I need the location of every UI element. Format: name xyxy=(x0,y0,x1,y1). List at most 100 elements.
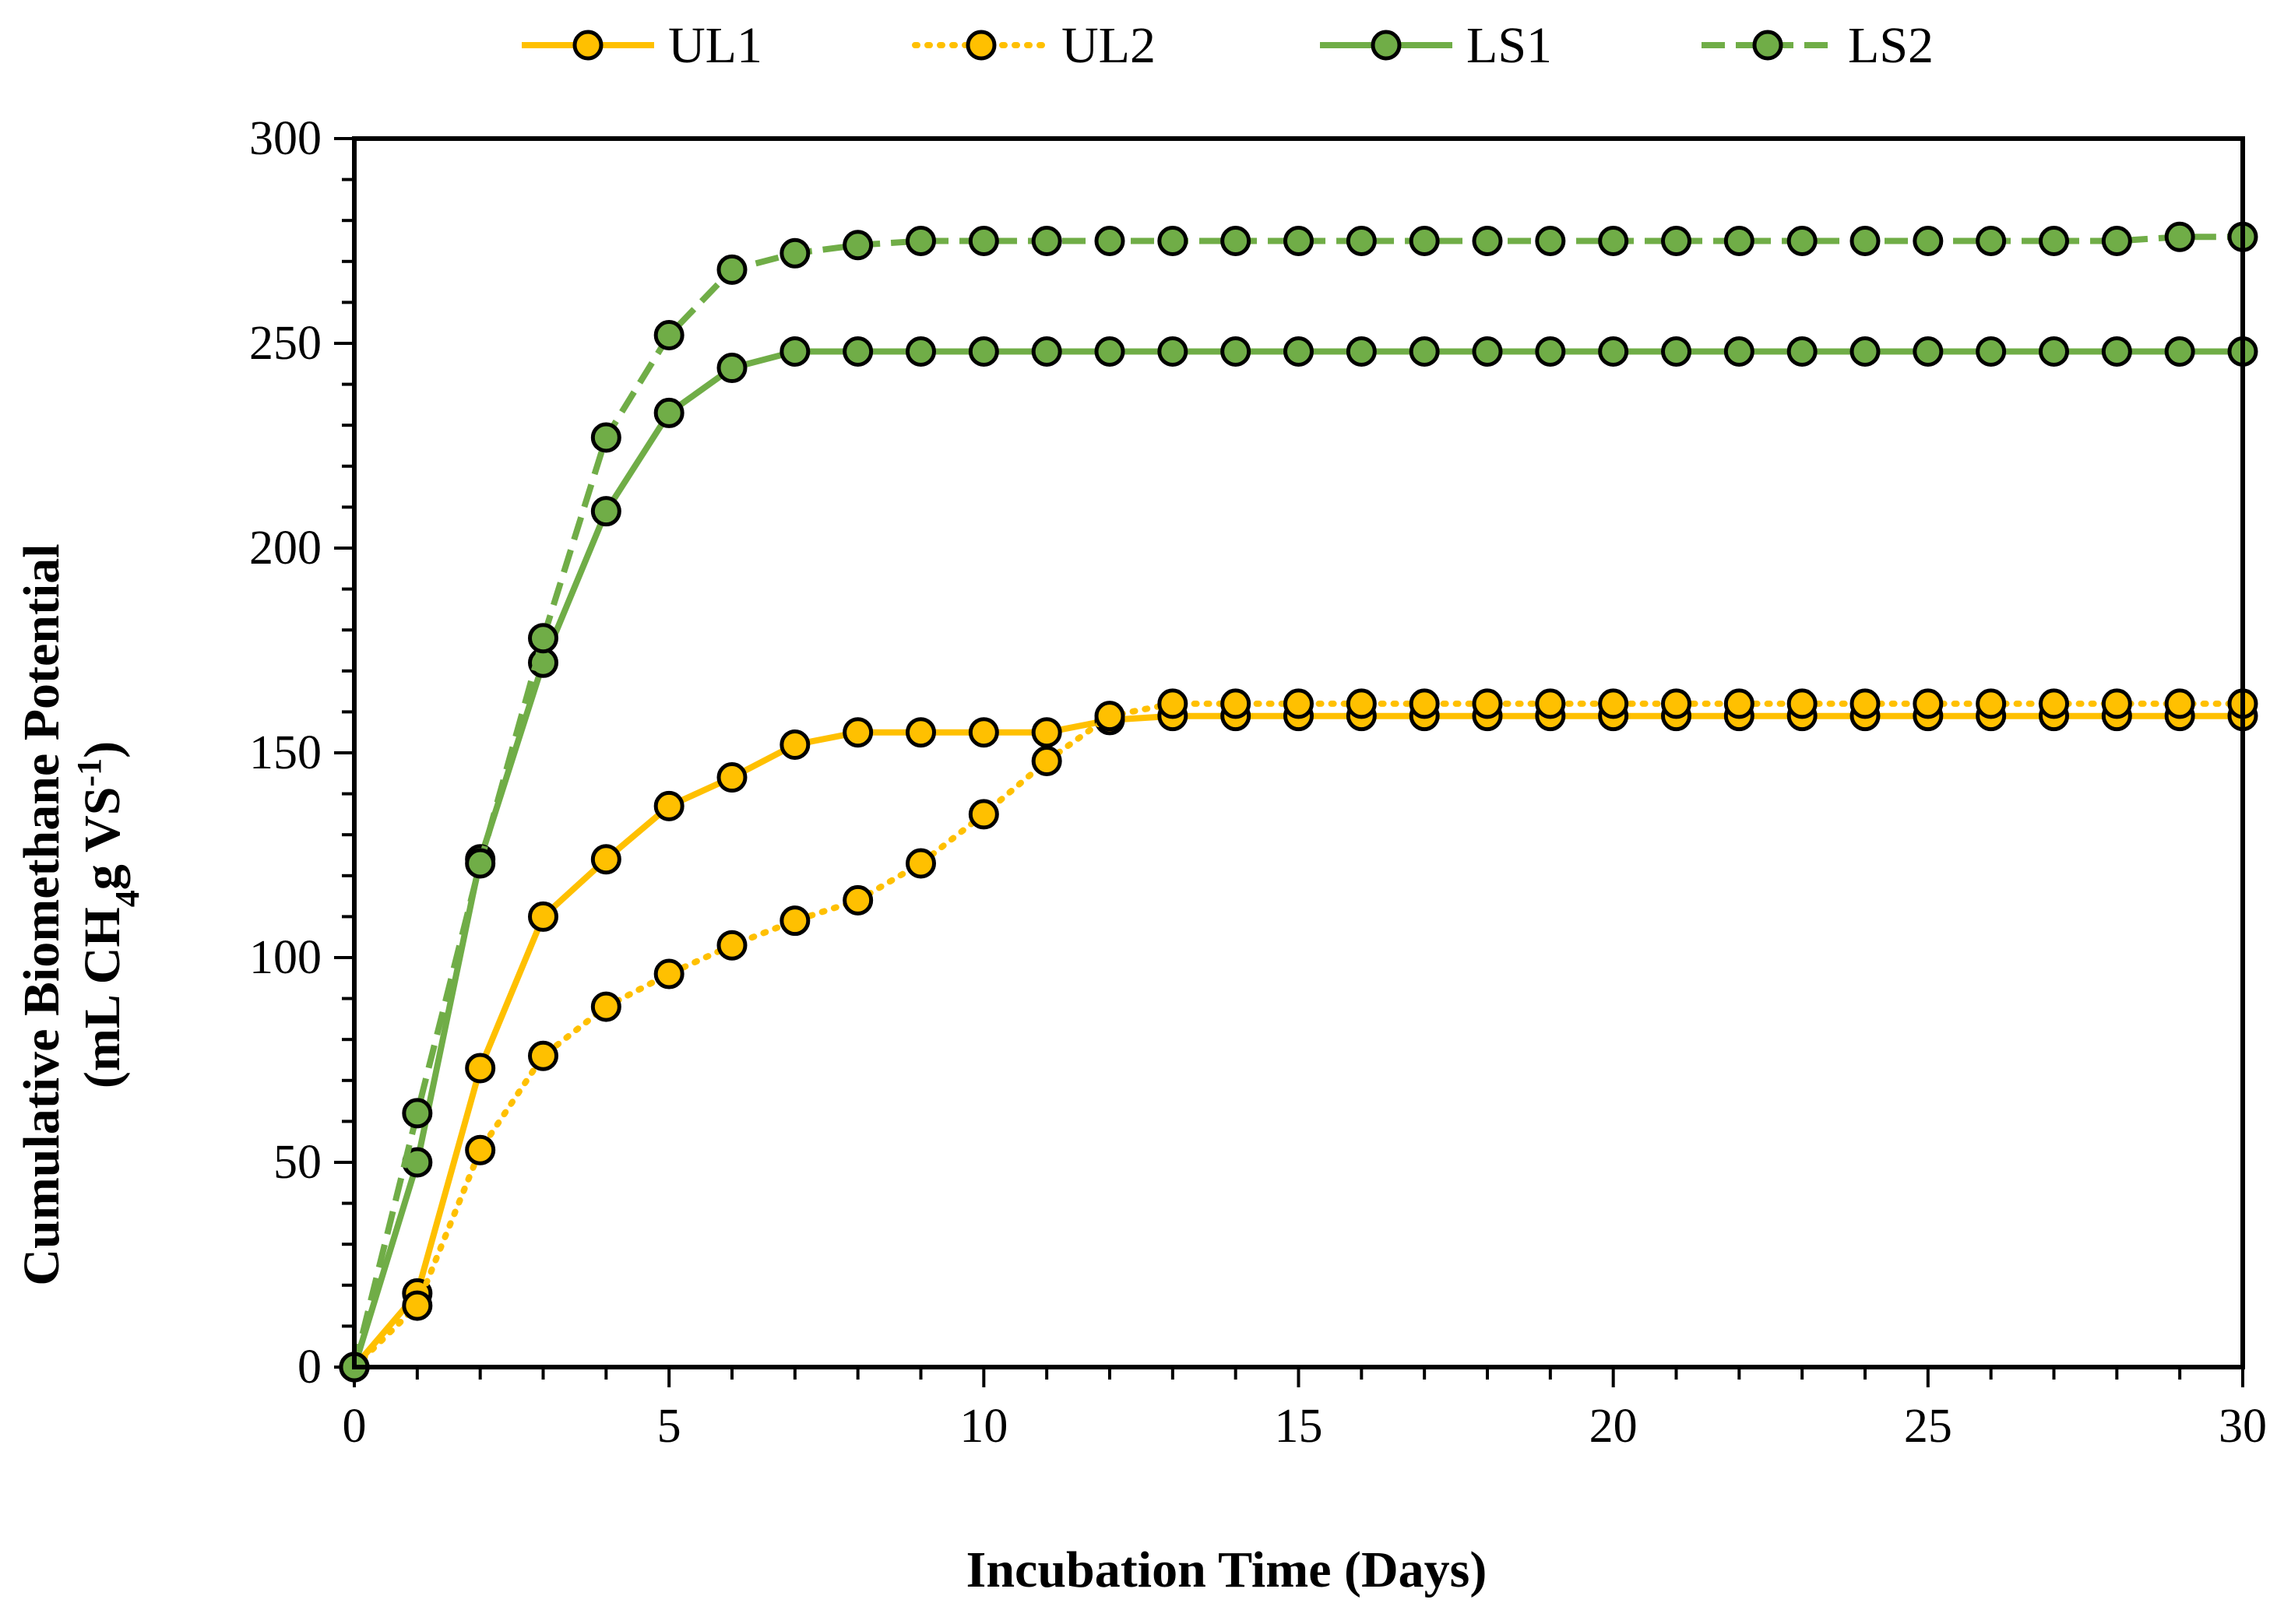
series-line-ls1 xyxy=(351,348,2243,1369)
data-point-ls2 xyxy=(1031,226,1062,256)
x-tick-label: 30 xyxy=(2219,1400,2267,1453)
x-tick-label: 25 xyxy=(1904,1400,1952,1453)
legend-marker xyxy=(572,30,604,61)
data-point-ls2 xyxy=(1723,226,1754,256)
legend-item-ls2: LS2 xyxy=(1702,17,1934,74)
series-line-ls2 xyxy=(351,234,2243,1368)
data-point-ls2 xyxy=(906,226,936,256)
data-point-ls1 xyxy=(590,496,621,527)
y-axis-title-sup: -1 xyxy=(70,758,108,787)
x-tick-label: 10 xyxy=(959,1400,1008,1453)
tick-labels: 0 50 100 150 200 250 300 0 5 10 15 20 25 30 xyxy=(249,112,2267,1453)
axis-ticks xyxy=(334,137,2244,1387)
data-point-ul2 xyxy=(1157,688,1188,719)
data-point-ls1 xyxy=(2039,336,2069,367)
data-point-ul1 xyxy=(465,1053,496,1084)
series-layer xyxy=(339,221,2258,1383)
data-point-ls2 xyxy=(1535,226,1566,256)
series-line-ul1 xyxy=(351,712,2243,1369)
data-point-ls2 xyxy=(2039,226,2069,256)
data-point-ul2 xyxy=(402,1290,433,1321)
data-point-ul2 xyxy=(1220,688,1251,719)
data-point-ls2 xyxy=(1094,226,1125,256)
data-point-ul2 xyxy=(1976,688,2007,719)
data-point-ul2 xyxy=(2101,688,2132,719)
data-point-ul1 xyxy=(653,790,685,821)
data-point-ls1 xyxy=(906,336,936,367)
data-point-ul2 xyxy=(2039,688,2069,719)
data-point-ul1 xyxy=(968,717,999,748)
y-axis-title-line2: (mL CH4g VS-1) xyxy=(70,741,146,1088)
legend: UL1 UL2 LS1 LS2 xyxy=(522,17,1934,74)
data-point-ul2 xyxy=(1786,688,1818,719)
data-point-ls1 xyxy=(1598,336,1629,367)
plot-frame xyxy=(352,136,2245,1369)
data-point-ul2 xyxy=(1409,688,1440,719)
data-point-ul2 xyxy=(906,848,936,879)
data-point-ul1 xyxy=(1031,717,1062,748)
data-point-ul2 xyxy=(843,884,874,916)
data-point-ls2 xyxy=(716,254,748,285)
data-point-ls2 xyxy=(2164,221,2195,252)
data-point-ls2 xyxy=(843,230,874,261)
data-point-ls2 xyxy=(590,422,621,453)
data-point-ls2 xyxy=(1220,226,1251,256)
data-point-ls2 xyxy=(528,623,558,654)
data-point-ul2 xyxy=(780,905,811,937)
data-point-ul2 xyxy=(1598,688,1629,719)
data-point-ls1 xyxy=(843,336,874,367)
data-point-ls1 xyxy=(653,397,685,428)
data-point-ls1 xyxy=(1472,336,1503,367)
data-point-ls2 xyxy=(1409,226,1440,256)
x-tick-label: 0 xyxy=(343,1400,367,1453)
data-point-ls1 xyxy=(1849,336,1881,367)
data-point-ls2 xyxy=(1472,226,1503,256)
data-point-ls2 xyxy=(653,319,685,350)
data-point-ls1 xyxy=(1976,336,2007,367)
legend-item-ls1: LS1 xyxy=(1320,17,1552,74)
data-point-ul2 xyxy=(1283,688,1314,719)
series-ls1 xyxy=(339,336,2258,1383)
y-axis-title-sub: 4 xyxy=(108,890,146,907)
data-point-ul1 xyxy=(780,729,811,760)
data-point-ul2 xyxy=(2164,688,2195,719)
legend-marker xyxy=(966,30,997,61)
legend-label: UL1 xyxy=(668,17,762,74)
data-point-ul2 xyxy=(1913,688,1944,719)
legend-label: LS1 xyxy=(1466,17,1552,74)
data-point-ul2 xyxy=(1472,688,1503,719)
data-point-ls2 xyxy=(968,226,999,256)
data-point-ls1 xyxy=(1409,336,1440,367)
data-point-ls2 xyxy=(1786,226,1818,256)
data-point-ul1 xyxy=(528,901,558,932)
data-point-ls1 xyxy=(1157,336,1188,367)
legend-marker xyxy=(1371,30,1402,61)
data-point-ul1 xyxy=(590,844,621,875)
data-point-ls2 xyxy=(780,237,811,269)
legend-item-ul1: UL1 xyxy=(522,17,762,74)
data-point-ul2 xyxy=(528,1040,558,1071)
y-tick-label: 0 xyxy=(297,1341,322,1394)
data-point-ls1 xyxy=(1094,336,1125,367)
data-point-ls1 xyxy=(1346,336,1377,367)
data-point-ls2 xyxy=(1346,226,1377,256)
data-point-ls2 xyxy=(1157,226,1188,256)
data-point-ul2 xyxy=(1346,688,1377,719)
y-tick-label: 100 xyxy=(249,931,322,984)
x-axis-title: Incubation Time (Days) xyxy=(966,1541,1487,1598)
y-axis-title-line1: Cumulative Biomethane Potential xyxy=(13,543,70,1285)
x-tick-label: 20 xyxy=(1589,1400,1638,1453)
data-point-ul2 xyxy=(653,958,685,990)
data-point-ls2 xyxy=(402,1098,433,1129)
data-point-ls2 xyxy=(1976,226,2007,256)
data-point-ul2 xyxy=(1661,688,1691,719)
data-point-ls1 xyxy=(716,353,748,384)
y-tick-label: 150 xyxy=(249,726,322,779)
legend-label: UL2 xyxy=(1061,17,1156,74)
data-point-ul2 xyxy=(1094,701,1125,732)
data-point-ls1 xyxy=(1723,336,1754,367)
legend-label: LS2 xyxy=(1848,17,1934,74)
data-point-ls2 xyxy=(2101,226,2132,256)
series-ls2 xyxy=(339,221,2258,1383)
